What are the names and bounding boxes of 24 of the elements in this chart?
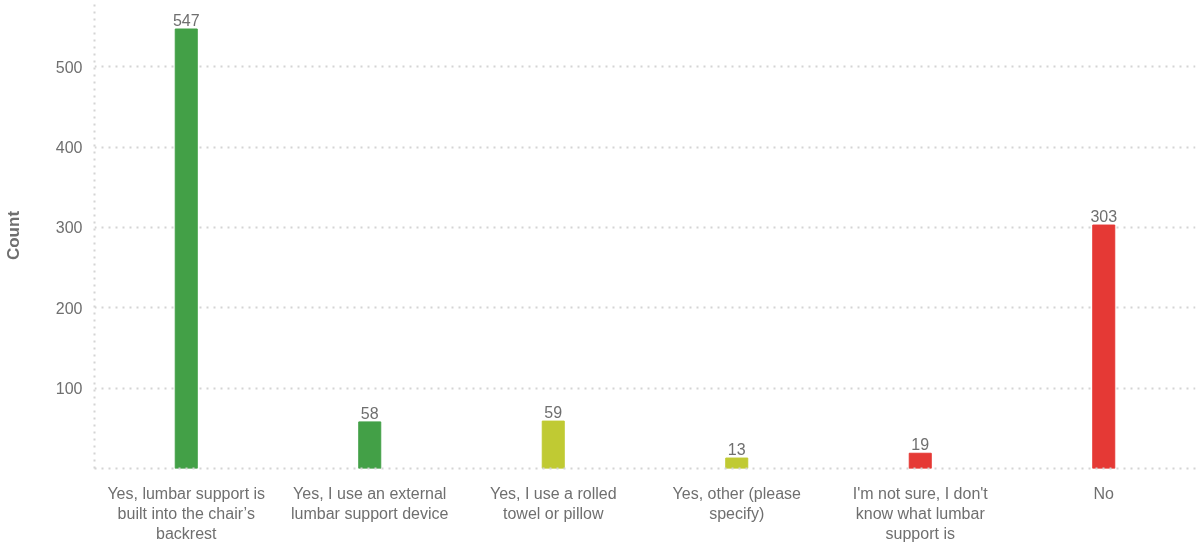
x-tick-label: Yes, other (please specify) <box>672 484 802 522</box>
x-tick-label: Yes, I use an external lumbar support device <box>291 484 449 522</box>
data-label: 547 <box>172 12 200 30</box>
y-tick-label: 100 <box>55 380 83 398</box>
bar <box>725 457 749 469</box>
bar <box>358 421 382 469</box>
y-tick-label: 200 <box>55 299 83 317</box>
bar <box>541 420 565 469</box>
data-label: 303 <box>1090 208 1118 226</box>
data-label: 13 <box>727 441 746 459</box>
bar <box>1092 224 1116 469</box>
x-tick-label: Yes, I use a rolled towel or pillow <box>489 484 617 522</box>
y-axis-title: Count <box>3 210 23 261</box>
x-tick-label: No <box>1093 484 1115 502</box>
x-tick-label: Yes, lumbar support is built into the chair’s backrest <box>107 484 266 543</box>
bar <box>908 452 932 469</box>
data-label: 19 <box>911 436 930 454</box>
y-tick-label: 500 <box>55 58 83 76</box>
data-label: 58 <box>360 404 379 422</box>
y-tick-label: 400 <box>55 139 83 157</box>
data-label: 59 <box>544 404 563 422</box>
y-tick-label: 300 <box>55 219 83 237</box>
bar <box>174 28 198 469</box>
x-tick-label: I'm not sure, I don't know what lumbar support is <box>852 484 989 543</box>
